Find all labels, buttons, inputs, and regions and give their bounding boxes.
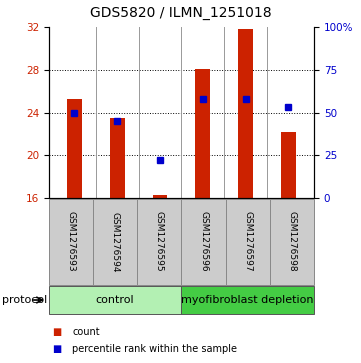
Bar (152, 195, 168, 198)
Text: ■: ■ (52, 327, 62, 337)
Text: GSM1276598: GSM1276598 (287, 211, 296, 272)
Text: percentile rank within the sample: percentile rank within the sample (72, 344, 237, 354)
Bar (195, 69, 210, 198)
Bar (67, 99, 82, 198)
Text: ■: ■ (52, 344, 62, 354)
Text: myofibroblast depletion: myofibroblast depletion (182, 295, 314, 305)
Bar (281, 132, 296, 198)
Bar (110, 118, 125, 198)
Text: GDS5820 / ILMN_1251018: GDS5820 / ILMN_1251018 (90, 6, 271, 20)
Text: GSM1276595: GSM1276595 (155, 211, 164, 272)
Bar (238, 29, 253, 198)
Text: count: count (72, 327, 100, 337)
Text: GSM1276594: GSM1276594 (110, 212, 119, 272)
Text: control: control (96, 295, 134, 305)
Text: GSM1276596: GSM1276596 (199, 211, 208, 272)
Text: GSM1276593: GSM1276593 (66, 211, 75, 272)
Text: GSM1276597: GSM1276597 (243, 211, 252, 272)
Text: protocol: protocol (2, 295, 47, 305)
